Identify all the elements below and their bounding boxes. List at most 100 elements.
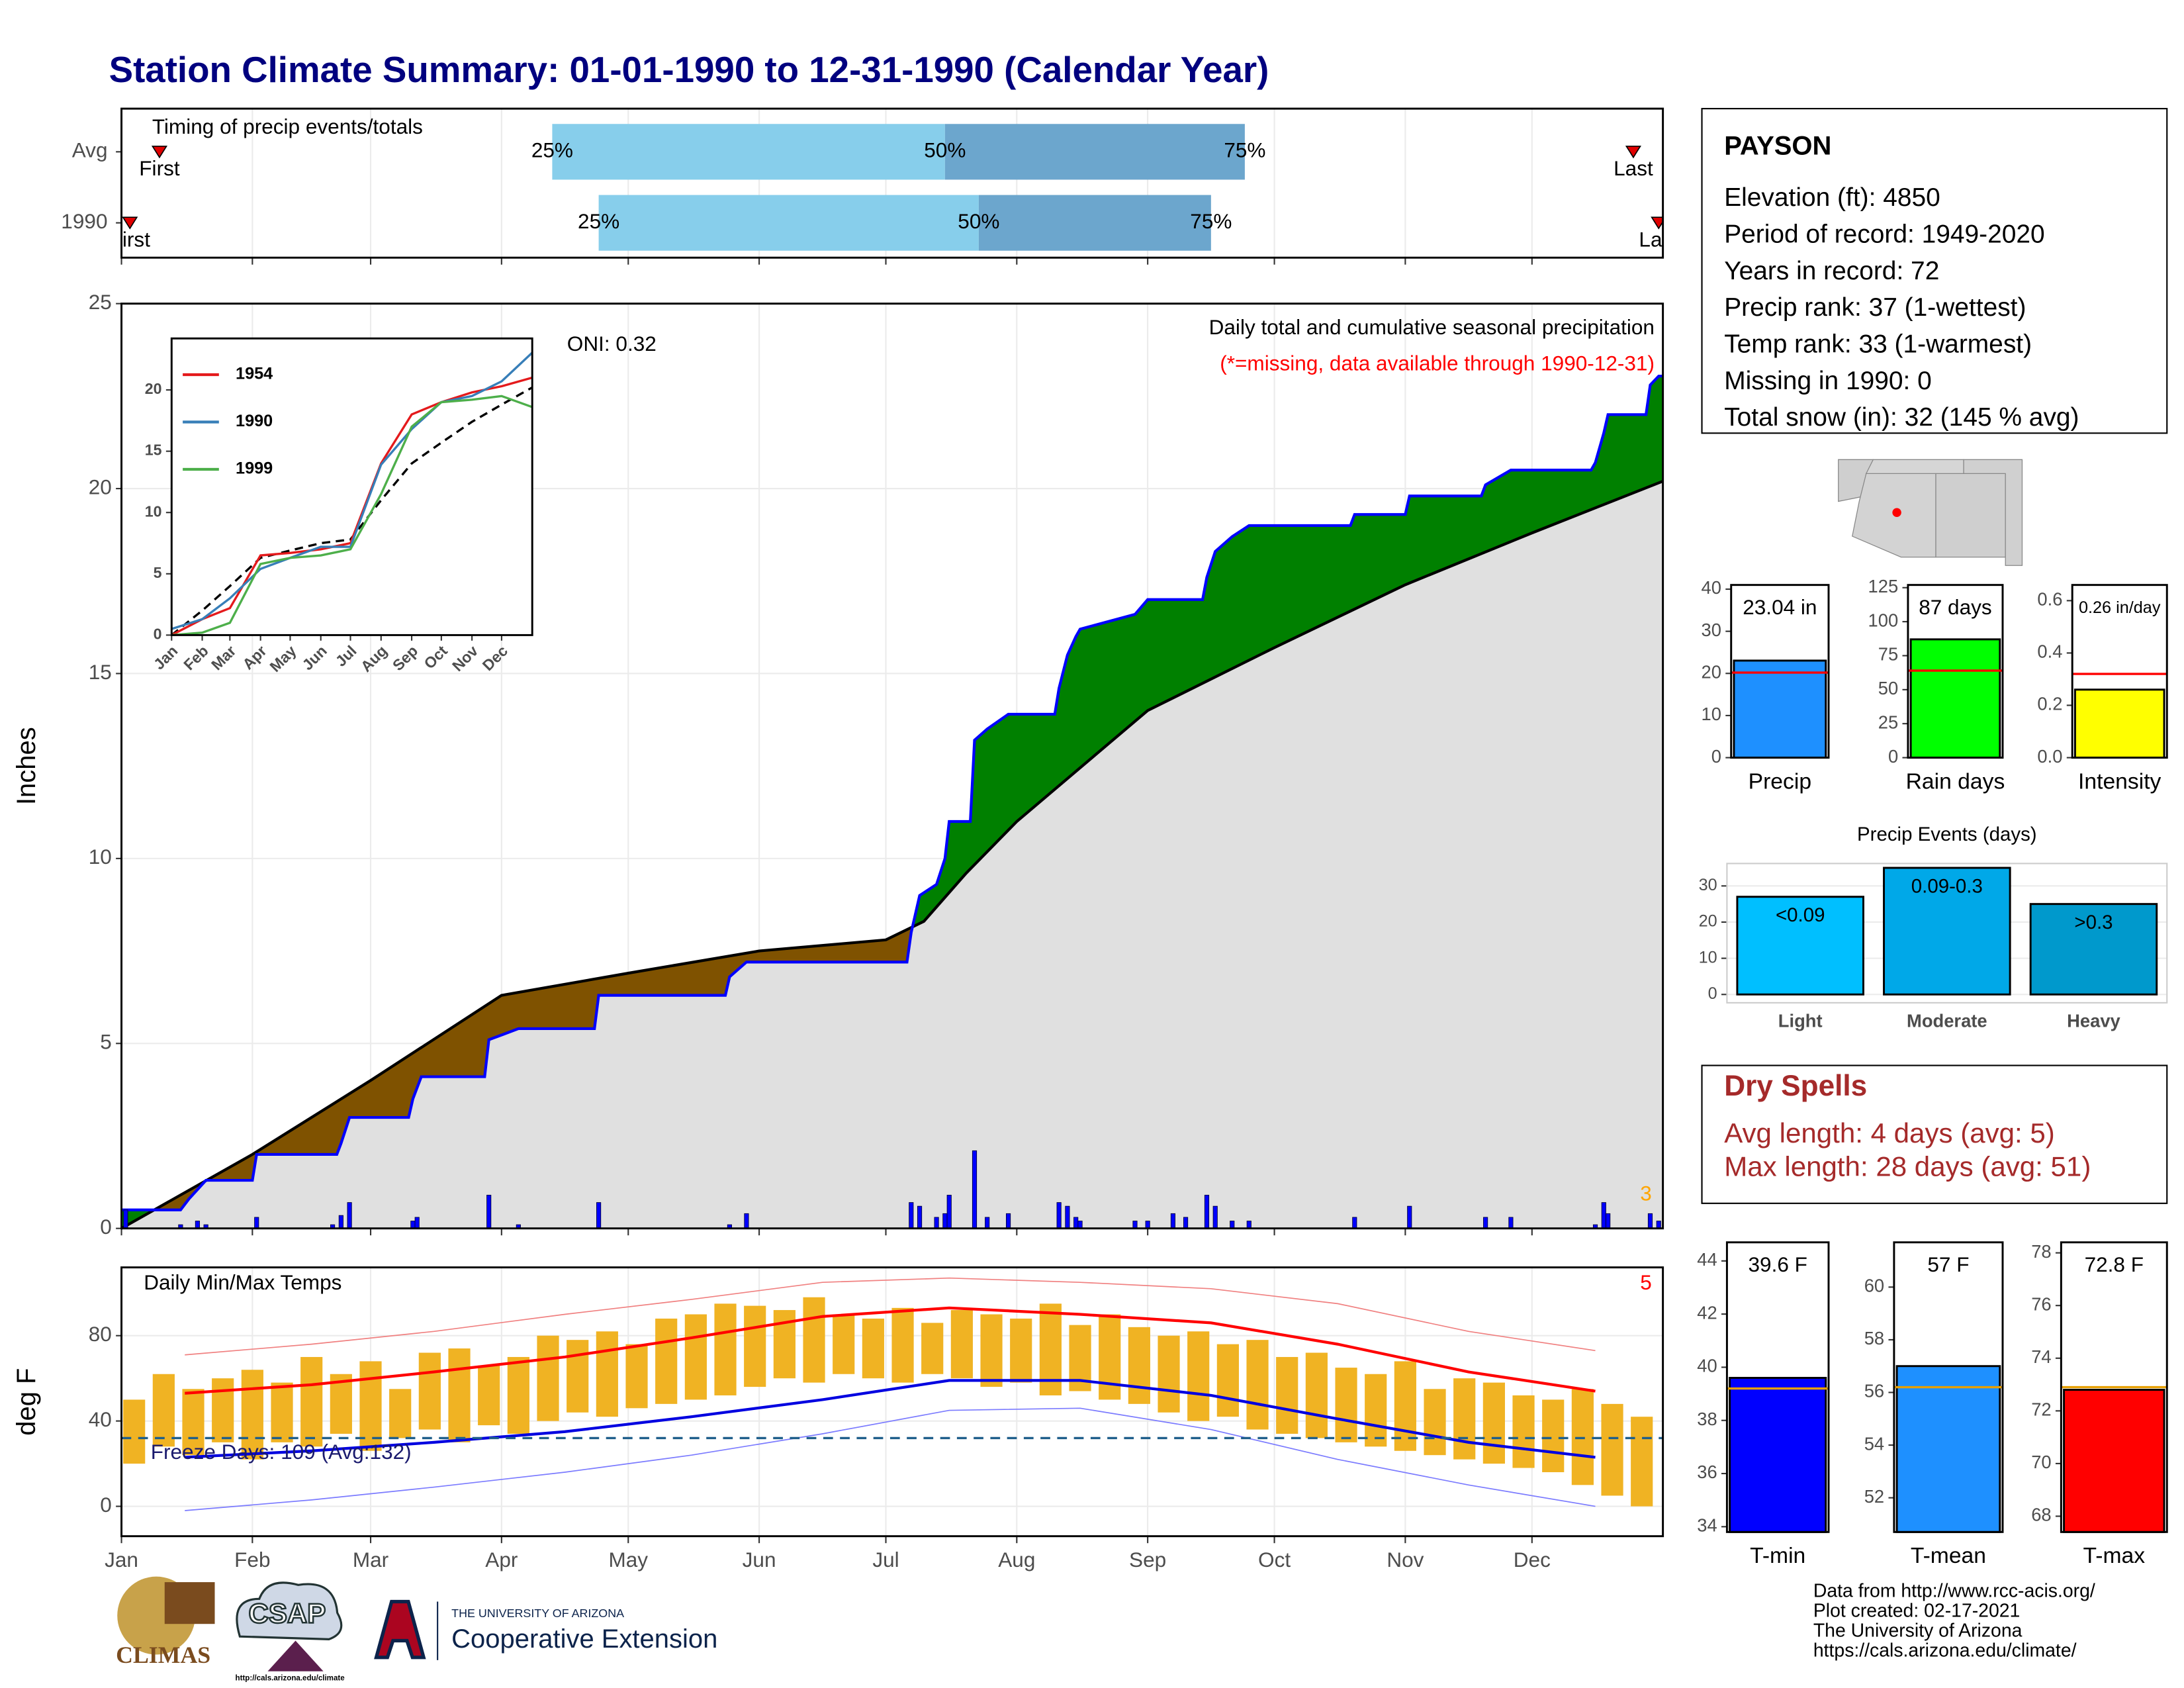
daily-temp-bar [359,1361,382,1451]
daily-temp-bar [1099,1314,1121,1400]
daily-temp-bar [1246,1340,1269,1430]
events-title: Precip Events (days) [1857,823,2037,845]
daily-precip-bar [414,1217,420,1229]
daily-temp-bar [507,1356,529,1434]
daily-temp-bar [241,1370,263,1460]
daily-temp-bar [980,1314,1003,1387]
category-label: Moderate [1907,1011,1987,1031]
series-line [171,376,533,636]
daily-precip-bar [347,1202,352,1229]
daily-precip-bar [596,1202,602,1229]
quartile-label: 50% [924,138,966,162]
daily-precip-bar [1508,1217,1514,1229]
y-tick-label: 0 [1708,984,1717,1003]
y-tick-label: 36 [1697,1462,1717,1482]
y-tick-label: 76 [2031,1293,2051,1314]
category-label: T-max [2083,1544,2146,1568]
daily-temp-bar [1512,1395,1535,1468]
daily-temp-bar [182,1389,205,1456]
bar [1895,1365,2001,1533]
daily-precip-bar [942,1213,948,1229]
daily-temp-bar [714,1303,737,1395]
average-line [120,479,1664,1230]
quartile-label: 75% [1224,138,1265,162]
panel-frame [1726,863,2168,1004]
panel-frame [1907,584,2004,759]
x-tick-label: Jun [743,1548,776,1571]
daily-precip-bar [410,1221,416,1229]
locator-map [1838,459,2023,566]
footer: Data from http://www.rcc-acis.org/Plot c… [1813,1580,2095,1661]
panel-frame [1893,1241,2004,1533]
corner-count: 5 [1640,1270,1652,1294]
event-marker [122,216,138,230]
y-tick-label: 20 [145,380,162,397]
footer-line: Plot created: 02-17-2021 [1813,1600,2021,1621]
daily-temp-bar [1187,1331,1210,1421]
y-tick-label: 34 [1697,1515,1717,1536]
event-label: Last [1614,156,1653,180]
daily-temp-bar [1276,1356,1298,1434]
extension-text: Cooperative Extension [451,1624,717,1654]
dry-spells-title: Dry Spells [1724,1070,1867,1102]
daily-temp-bar [744,1305,766,1387]
ua-text: THE UNIVERSITY OF ARIZONA [451,1607,624,1620]
daily-temp-bar [389,1389,412,1438]
daily-temp-bar [1305,1352,1328,1438]
daily-precip-bar [1145,1221,1150,1229]
y-axis-label: Inches [12,727,41,805]
series-line [171,352,533,630]
y-tick-label: 30 [1702,620,1721,640]
y-tick-label: 20 [1699,912,1717,931]
y-tick-label: 0.0 [2037,746,2062,767]
daily-temp-bar [1453,1378,1476,1460]
y-tick-label: 0 [154,626,162,643]
event-label: First [139,156,180,180]
daily-precip-bar [1077,1221,1083,1229]
daily-precip-bar [934,1217,939,1229]
y-axis-label: deg F [12,1368,41,1436]
map-state [1935,473,2006,558]
daily-precip-bar [917,1205,923,1229]
quartile-bar [978,195,1211,251]
corner-count: 3 [1640,1182,1652,1205]
quartile-bar [944,124,1245,180]
bar [2029,903,2158,996]
station-line: Precip rank: 37 (1-wettest) [1724,293,2026,322]
row-label: 1990 [61,209,107,233]
y-tick-label: 42 [1697,1302,1717,1323]
y-tick-label: 38 [1697,1409,1717,1429]
daily-temp-bar [1128,1327,1150,1404]
x-tick-label: Jul [872,1548,899,1571]
bar [1736,896,1864,996]
y-tick-label: 50 [1878,678,1898,698]
quartile-label: 50% [958,209,999,233]
station-line: Period of record: 1949-2020 [1724,220,2045,248]
oni-label: ONI: 0.32 [567,332,657,355]
value-label: 0.26 in/day [2079,598,2161,617]
category-label: Precip [1749,769,1811,794]
value-label: 57 F [1927,1252,1969,1276]
x-tick-label: Nov [1387,1548,1424,1571]
daily-precip-bar [338,1215,343,1229]
category-label: Light [1778,1011,1823,1031]
daily-temp-bar [833,1314,855,1374]
x-tick-label: Dec [1514,1548,1551,1571]
footer-line: https://cals.arizona.edu/climate/ [1813,1640,2077,1662]
y-tick-label: 40 [89,1407,112,1431]
panel-frame [120,1266,1664,1538]
daily-temp-bar [1394,1361,1416,1451]
daily-temp-bar [418,1352,441,1430]
daily-temp-bar [803,1297,825,1383]
dry-spell-line: Max length: 28 days (avg: 51) [1724,1150,2091,1182]
daily-precip-bar [1601,1202,1606,1229]
y-tick-label: 5 [100,1030,112,1054]
bar [1733,659,1827,759]
value-label: 72.8 F [2085,1252,2144,1276]
csap-mountain [267,1640,324,1671]
daily-temp-bar [212,1378,234,1442]
y-tick-label: 54 [1864,1433,1884,1454]
y-tick-label: 10 [145,502,162,520]
note: (*=missing, data available through 1990-… [1220,352,1655,375]
climas-logo-block [164,1582,215,1624]
